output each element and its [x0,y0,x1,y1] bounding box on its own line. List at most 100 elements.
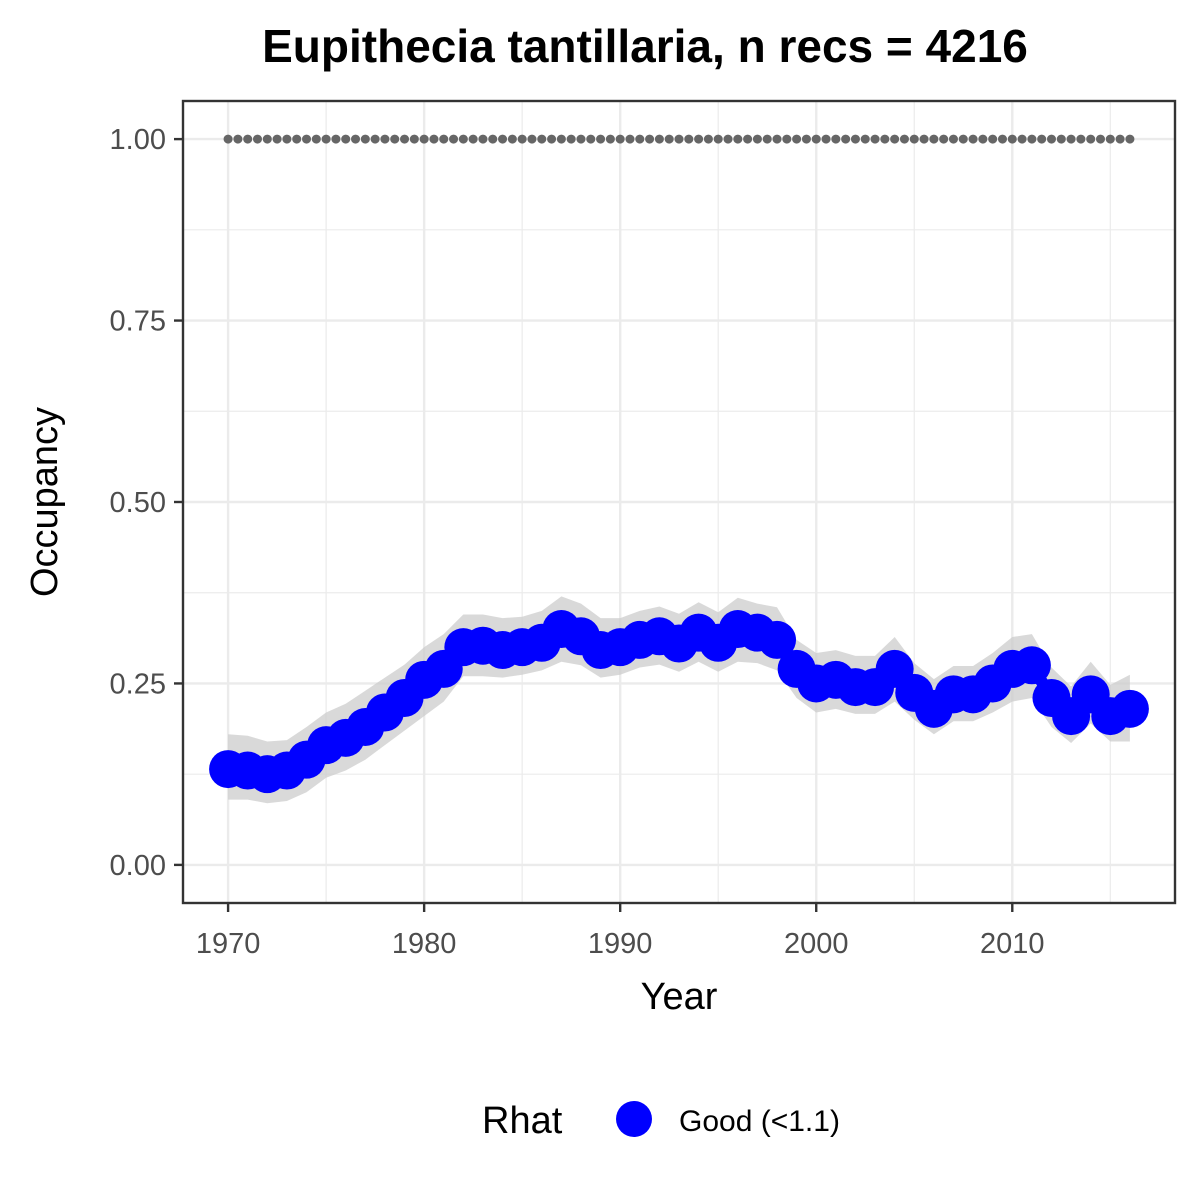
x-tick-label: 1970 [196,928,261,960]
reference-dot [537,134,547,144]
reference-dot [645,134,655,144]
reference-dot [321,134,331,144]
reference-dot [547,134,557,144]
reference-dot [262,134,272,144]
reference-dot [919,134,929,144]
reference-dot [223,134,233,144]
reference-dot [252,134,262,144]
reference-dot [1056,134,1066,144]
reference-dot [821,134,831,144]
reference-dot [439,134,449,144]
reference-dot [615,134,625,144]
reference-dot [409,134,419,144]
reference-dot [1017,134,1027,144]
reference-dot [360,134,370,144]
reference-dot [948,134,958,144]
axis-layer: 1970 1980 1990 2000 2010 0.00 0.25 0.50 0.75 1.00 [110,124,1045,960]
reference-dot [1105,134,1115,144]
reference-dot [370,134,380,144]
reference-dot [517,134,527,144]
reference-dot [929,134,939,144]
reference-dot [899,134,909,144]
x-axis-title: Year [641,976,718,1018]
data-points-layer [209,610,1149,794]
reference-dot [351,134,361,144]
reference-dot [341,134,351,144]
reference-dot [488,134,498,144]
reference-dot [449,134,459,144]
reference-dot [890,134,900,144]
reference-dot [429,134,439,144]
reference-dot [233,134,243,144]
reference-dot [243,134,253,144]
reference-dot [1066,134,1076,144]
reference-dot [694,134,704,144]
x-tick-label: 1990 [588,928,653,960]
reference-dot [733,134,743,144]
reference-dot [478,134,488,144]
grid-layer [183,101,1175,903]
reference-dot [1037,134,1047,144]
reference-dot [566,134,576,144]
reference-dot [468,134,478,144]
y-tick-label: 0.00 [110,850,166,882]
y-tick-label: 0.25 [110,668,166,700]
reference-dot [1115,134,1125,144]
reference-dot [419,134,429,144]
reference-dot [654,134,664,144]
reference-dot [860,134,870,144]
reference-dot [311,134,321,144]
reference-dot [703,134,713,144]
reference-dot [1046,134,1056,144]
reference-dot [1076,134,1086,144]
reference-dot [674,134,684,144]
reference-dot [939,134,949,144]
x-tick-label: 1980 [392,928,457,960]
reference-dot [831,134,841,144]
reference-dot [380,134,390,144]
legend-title: Rhat [482,1100,563,1142]
reference-dot [400,134,410,144]
reference-dot [302,134,312,144]
y-axis-title: Occupancy [24,407,66,597]
y-tick-label: 1.00 [110,124,166,156]
reference-dot [743,134,753,144]
reference-dot [880,134,890,144]
reference-dot [772,134,782,144]
reference-dot [752,134,762,144]
reference-dot [792,134,802,144]
y-tick-label: 0.50 [110,487,166,519]
reference-dot [272,134,282,144]
reference-dot [507,134,517,144]
reference-dot [1027,134,1037,144]
reference-dot [292,134,302,144]
reference-dot [498,134,508,144]
reference-dot [988,134,998,144]
reference-dot [850,134,860,144]
reference-dot [811,134,821,144]
occupancy-point-1998 [758,620,797,659]
legend-key-good [616,1101,652,1137]
y-tick-label: 0.75 [110,306,166,338]
x-tick-label: 2010 [980,928,1045,960]
reference-dot [958,134,968,144]
occupancy-point-2011 [1012,646,1051,685]
reference-dot [625,134,635,144]
reference-dot [576,134,586,144]
x-tick-label: 2000 [784,928,849,960]
reference-dot [723,134,733,144]
reference-dot [762,134,772,144]
reference-dot [684,134,694,144]
occupancy-point-2016 [1110,689,1149,728]
reference-dot [635,134,645,144]
reference-dot [978,134,988,144]
reference-dot [968,134,978,144]
reference-dot [527,134,537,144]
reference-dot [782,134,792,144]
reference-dot [1007,134,1017,144]
reference-dot [1096,134,1106,144]
reference-dot [458,134,468,144]
reference-dot [282,134,292,144]
reference-dot [1086,134,1096,144]
